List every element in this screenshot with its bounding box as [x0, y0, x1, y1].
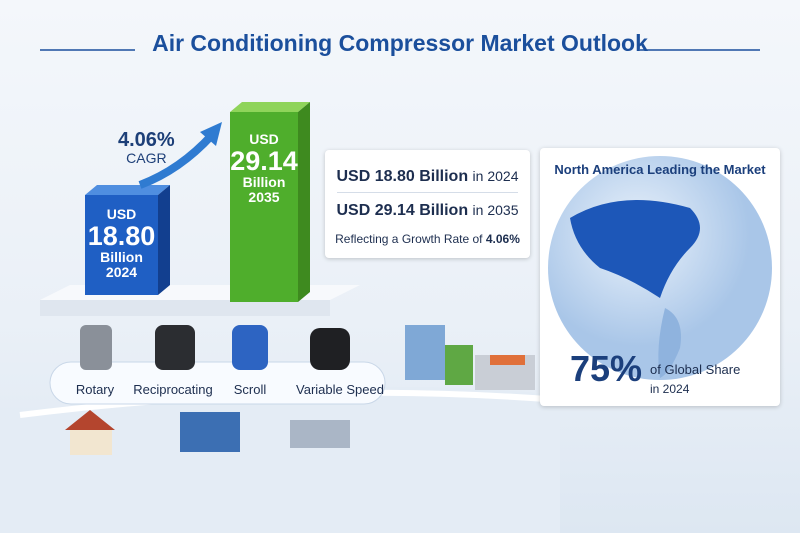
ground [0, 386, 560, 533]
suffix: in 2035 [472, 202, 519, 218]
value: 18.80 [87, 220, 156, 251]
summary-box: USD 18.80 Billion in 2024 USD 29.14 Bill… [325, 150, 530, 258]
summary-line: USD 29.14 Billion in 2035 [325, 202, 530, 220]
year: 2035 [248, 188, 280, 205]
type-label: Scroll [233, 382, 267, 397]
building-icons [65, 325, 535, 455]
bar-side [298, 102, 310, 302]
value: 29.14 [230, 145, 298, 176]
region-title: North America Leading the Market [554, 162, 766, 177]
compressor-icons [80, 325, 350, 370]
share-year: in 2024 [650, 382, 690, 396]
bar-top [230, 102, 310, 112]
globe [548, 156, 772, 380]
type-label: Variable Speed [296, 382, 384, 397]
types-band [49, 361, 386, 405]
amount: USD 29.14 Billion [336, 202, 469, 219]
type-label: Rotary [75, 382, 115, 397]
growth-arrow [138, 132, 215, 189]
year: 2024 [105, 263, 138, 280]
type-label: Reciprocating [133, 382, 213, 397]
bar-label: USD 18.80 Billion 2024 [85, 207, 158, 279]
cagr-value: 4.06% [118, 129, 175, 151]
bar [85, 195, 158, 295]
summary-growth: Reflecting a Growth Rate of 4.06% [325, 232, 530, 246]
cagr: 4.06% CAGR [118, 130, 175, 166]
bar-label: USD 29.14 Billion 2035 [230, 132, 298, 204]
amount: USD 18.80 Billion [336, 168, 469, 185]
currency: USD [106, 206, 137, 222]
suffix: in 2024 [472, 168, 519, 184]
bar-top [85, 185, 170, 195]
share-label: of Global Share [650, 362, 741, 377]
platform [40, 300, 330, 316]
share-value: 75% [570, 348, 643, 389]
region-card: North America Leading the Market 75% of … [540, 148, 780, 406]
bar-side [158, 185, 170, 295]
currency: USD [249, 131, 279, 147]
growth-value: 4.06% [485, 232, 520, 246]
summary-line: USD 18.80 Billion in 2024 [325, 168, 530, 186]
cagr-label: CAGR [126, 150, 167, 166]
title: Air Conditioning Compressor Market Outlo… [152, 30, 648, 56]
arrow-head [200, 122, 222, 146]
unit: Billion [100, 249, 143, 266]
unit: Billion [242, 174, 286, 191]
bar [230, 112, 298, 302]
growth-text: Reflecting a Growth Rate of [335, 232, 483, 246]
